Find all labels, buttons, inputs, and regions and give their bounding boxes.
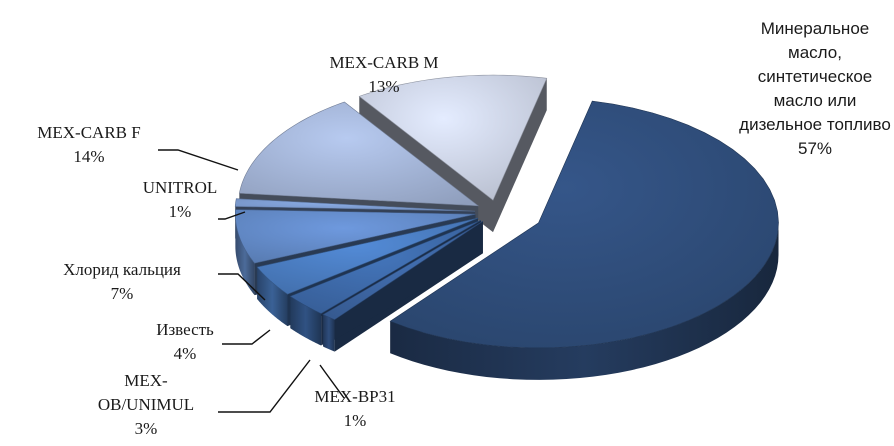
- leader-line: [222, 329, 271, 345]
- value-label: 4%: [174, 344, 197, 363]
- slice-top: [235, 209, 476, 264]
- slice-rim: [390, 222, 779, 380]
- category-label-line: MEX-: [124, 371, 168, 390]
- slice-top: [289, 219, 482, 314]
- category-label-line: дизельное топливо: [739, 115, 891, 134]
- slice-top: [234, 198, 476, 212]
- value-label: 3%: [135, 419, 158, 438]
- category-label-line: OB/UNIMUL: [98, 395, 194, 414]
- value-label: 57%: [798, 139, 832, 158]
- slice-top: [322, 221, 484, 320]
- slice-rim: [290, 296, 322, 346]
- slice-top: [256, 217, 479, 295]
- slice-top: [358, 74, 548, 201]
- category-label-line: масло или: [774, 91, 857, 110]
- label-mex-ob-unimul: MEX- OB/UNIMUL 3%: [98, 371, 194, 438]
- category-label-line: MEX-BP31: [314, 387, 395, 406]
- label-slice-1: Минеральное масло, синтетическое масло или д…: [739, 19, 891, 158]
- slice-rim: [235, 214, 255, 296]
- value-label: 14%: [73, 147, 104, 166]
- slice-side-wall: [323, 221, 483, 347]
- value-label: 1%: [344, 411, 367, 430]
- leader-lines: [158, 149, 345, 413]
- leader-line: [158, 149, 239, 171]
- category-label-line: Минеральное: [761, 19, 869, 38]
- category-label-line: Хлорид кальция: [63, 260, 181, 279]
- leader-line: [319, 364, 345, 399]
- category-label-line: MEX-CARB M: [329, 53, 438, 72]
- category-label-line: MEX-CARB F: [37, 123, 140, 142]
- label-mex-carb-m: MEX-CARB M 13%: [329, 53, 438, 96]
- label-slice-5: Хлорид кальция 7%: [63, 260, 181, 303]
- slice-top: [238, 101, 480, 207]
- label-mex-bp31: MEX-BP31 1%: [314, 387, 395, 430]
- pie-slice-slice-1: [389, 100, 779, 380]
- pie-slice-mex-bp31: [322, 221, 484, 352]
- category-label-line: масло,: [788, 43, 842, 62]
- label-slice-4: Известь 4%: [156, 320, 214, 363]
- leader-line: [218, 359, 311, 413]
- category-label-line: синтетическое: [758, 67, 873, 86]
- label-unitrol: UNITROL 1%: [143, 178, 218, 221]
- leader-line: [218, 273, 266, 301]
- value-label: 1%: [169, 202, 192, 221]
- slice-top: [389, 100, 779, 349]
- value-label: 13%: [368, 77, 399, 96]
- label-mex-carb-f: MEX-CARB F 14%: [37, 123, 140, 166]
- pie-slices: [234, 74, 779, 380]
- slice-rim: [323, 314, 335, 352]
- slice-side-wall: [493, 78, 547, 233]
- category-label-line: UNITROL: [143, 178, 218, 197]
- category-label-line: Известь: [156, 320, 214, 339]
- leader-line: [218, 211, 246, 220]
- slice-rim: [257, 267, 288, 327]
- slice-labels: Минеральное масло, синтетическое масло или д…: [37, 19, 891, 438]
- value-label: 7%: [111, 284, 134, 303]
